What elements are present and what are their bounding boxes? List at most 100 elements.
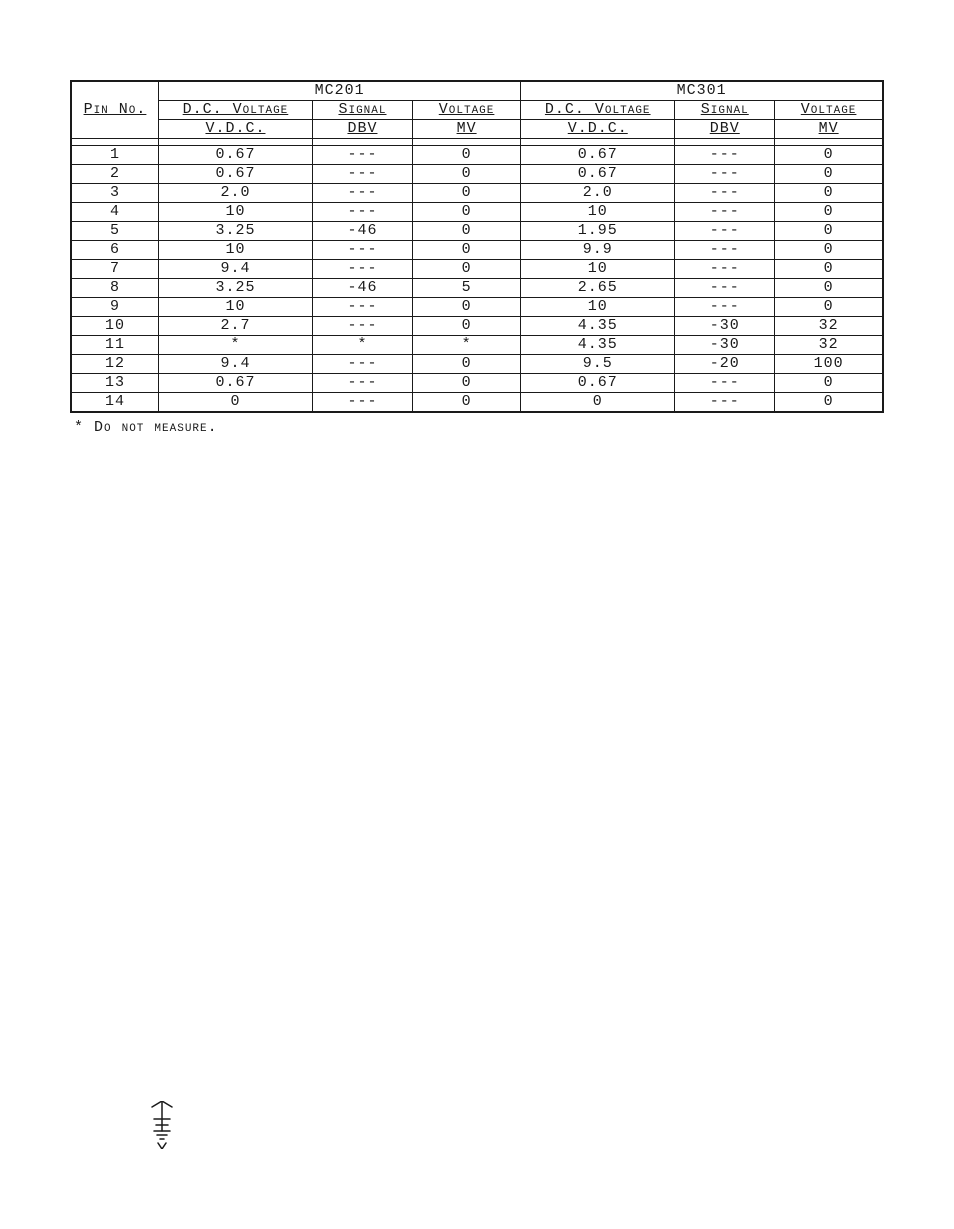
header-b-sig-label: Signal — [701, 101, 749, 118]
a-sig-cell: --- — [313, 374, 413, 393]
a-volt-cell: 0 — [412, 184, 520, 203]
a-volt-cell: 0 — [412, 203, 520, 222]
header-row-labels: D.C. Voltage Signal Voltage D.C. Voltage… — [71, 101, 883, 120]
unit-a-dcv: V.D.C. — [205, 120, 265, 137]
b-dcv-cell: 9.5 — [521, 355, 675, 374]
pin-cell: 8 — [71, 279, 158, 298]
a-volt-cell: 0 — [412, 241, 520, 260]
header-a-sig: Signal — [313, 101, 413, 120]
header-pin-label: Pin No. — [84, 101, 147, 118]
b-sig-cell: --- — [675, 165, 775, 184]
pin-cell: 3 — [71, 184, 158, 203]
a-dcv-cell: 0.67 — [158, 146, 312, 165]
table-row: 410---010---0 — [71, 203, 883, 222]
table-row: 129.4---09.5-20100 — [71, 355, 883, 374]
spacer-row — [71, 139, 883, 146]
pin-cell: 2 — [71, 165, 158, 184]
b-volt-cell: 0 — [775, 374, 883, 393]
a-dcv-cell: 10 — [158, 298, 312, 317]
a-dcv-cell: * — [158, 336, 312, 355]
b-volt-cell: 0 — [775, 222, 883, 241]
header-a-dcv-label: D.C. Voltage — [183, 101, 289, 118]
b-dcv-cell: 0.67 — [521, 374, 675, 393]
table-row: 910---010---0 — [71, 298, 883, 317]
a-volt-cell: 0 — [412, 298, 520, 317]
b-volt-cell: 100 — [775, 355, 883, 374]
header-group-b: MC301 — [521, 81, 883, 101]
header-row-groups: Pin No. MC201 MC301 — [71, 81, 883, 101]
table-body: 10.67---00.67---020.67---00.67---032.0--… — [71, 146, 883, 413]
a-sig-cell: --- — [313, 184, 413, 203]
header-a-sig-unit: DBV — [313, 120, 413, 139]
table-row: 32.0---02.0---0 — [71, 184, 883, 203]
b-dcv-cell: 0.67 — [521, 165, 675, 184]
pin-cell: 12 — [71, 355, 158, 374]
a-sig-cell: --- — [313, 165, 413, 184]
b-sig-cell: --- — [675, 222, 775, 241]
b-volt-cell: 0 — [775, 184, 883, 203]
unit-b-sig: DBV — [710, 120, 740, 137]
a-dcv-cell: 3.25 — [158, 222, 312, 241]
b-sig-cell: --- — [675, 298, 775, 317]
b-sig-cell: --- — [675, 374, 775, 393]
b-dcv-cell: 2.65 — [521, 279, 675, 298]
a-sig-cell: --- — [313, 298, 413, 317]
unit-b-volt: MV — [819, 120, 839, 137]
b-dcv-cell: 0 — [521, 393, 675, 413]
table-row: 140---00---0 — [71, 393, 883, 413]
ground-symbol — [150, 1101, 174, 1149]
header-b-volt-unit: MV — [775, 120, 883, 139]
b-sig-cell: --- — [675, 184, 775, 203]
b-volt-cell: 0 — [775, 298, 883, 317]
pin-cell: 1 — [71, 146, 158, 165]
a-sig-cell: * — [313, 336, 413, 355]
header-pin: Pin No. — [71, 81, 158, 139]
a-sig-cell: --- — [313, 260, 413, 279]
a-volt-cell: 0 — [412, 355, 520, 374]
b-dcv-cell: 9.9 — [521, 241, 675, 260]
b-sig-cell: --- — [675, 203, 775, 222]
a-dcv-cell: 9.4 — [158, 260, 312, 279]
a-volt-cell: 0 — [412, 146, 520, 165]
unit-a-sig: DBV — [347, 120, 377, 137]
header-a-sig-label: Signal — [338, 101, 386, 118]
table-row: 53.25-4601.95---0 — [71, 222, 883, 241]
pin-cell: 11 — [71, 336, 158, 355]
b-volt-cell: 0 — [775, 146, 883, 165]
b-sig-cell: --- — [675, 260, 775, 279]
b-sig-cell: --- — [675, 241, 775, 260]
header-a-volt-label: Voltage — [439, 101, 495, 118]
pin-cell: 13 — [71, 374, 158, 393]
a-volt-cell: 0 — [412, 374, 520, 393]
table-row: 102.7---04.35-3032 — [71, 317, 883, 336]
table-row: 11***4.35-3032 — [71, 336, 883, 355]
a-dcv-cell: 0.67 — [158, 165, 312, 184]
a-sig-cell: -46 — [313, 222, 413, 241]
a-dcv-cell: 2.0 — [158, 184, 312, 203]
header-group-a: MC201 — [158, 81, 520, 101]
table-row: 610---09.9---0 — [71, 241, 883, 260]
pin-cell: 5 — [71, 222, 158, 241]
b-dcv-cell: 4.35 — [521, 336, 675, 355]
header-a-dcv: D.C. Voltage — [158, 101, 312, 120]
b-sig-cell: --- — [675, 393, 775, 413]
a-dcv-cell: 9.4 — [158, 355, 312, 374]
b-sig-cell: --- — [675, 279, 775, 298]
header-a-volt: Voltage — [412, 101, 520, 120]
b-volt-cell: 0 — [775, 203, 883, 222]
a-volt-cell: 0 — [412, 222, 520, 241]
b-volt-cell: 32 — [775, 336, 883, 355]
b-dcv-cell: 0.67 — [521, 146, 675, 165]
b-volt-cell: 0 — [775, 393, 883, 413]
table-row: 83.25-4652.65---0 — [71, 279, 883, 298]
header-a-dcv-unit: V.D.C. — [158, 120, 312, 139]
b-volt-cell: 0 — [775, 165, 883, 184]
header-b-dcv-label: D.C. Voltage — [545, 101, 651, 118]
b-volt-cell: 32 — [775, 317, 883, 336]
header-b-sig: Signal — [675, 101, 775, 120]
measurement-table: Pin No. MC201 MC301 D.C. Voltage Signal … — [70, 80, 884, 413]
a-volt-cell: * — [412, 336, 520, 355]
b-dcv-cell: 10 — [521, 260, 675, 279]
a-sig-cell: --- — [313, 146, 413, 165]
pin-cell: 4 — [71, 203, 158, 222]
